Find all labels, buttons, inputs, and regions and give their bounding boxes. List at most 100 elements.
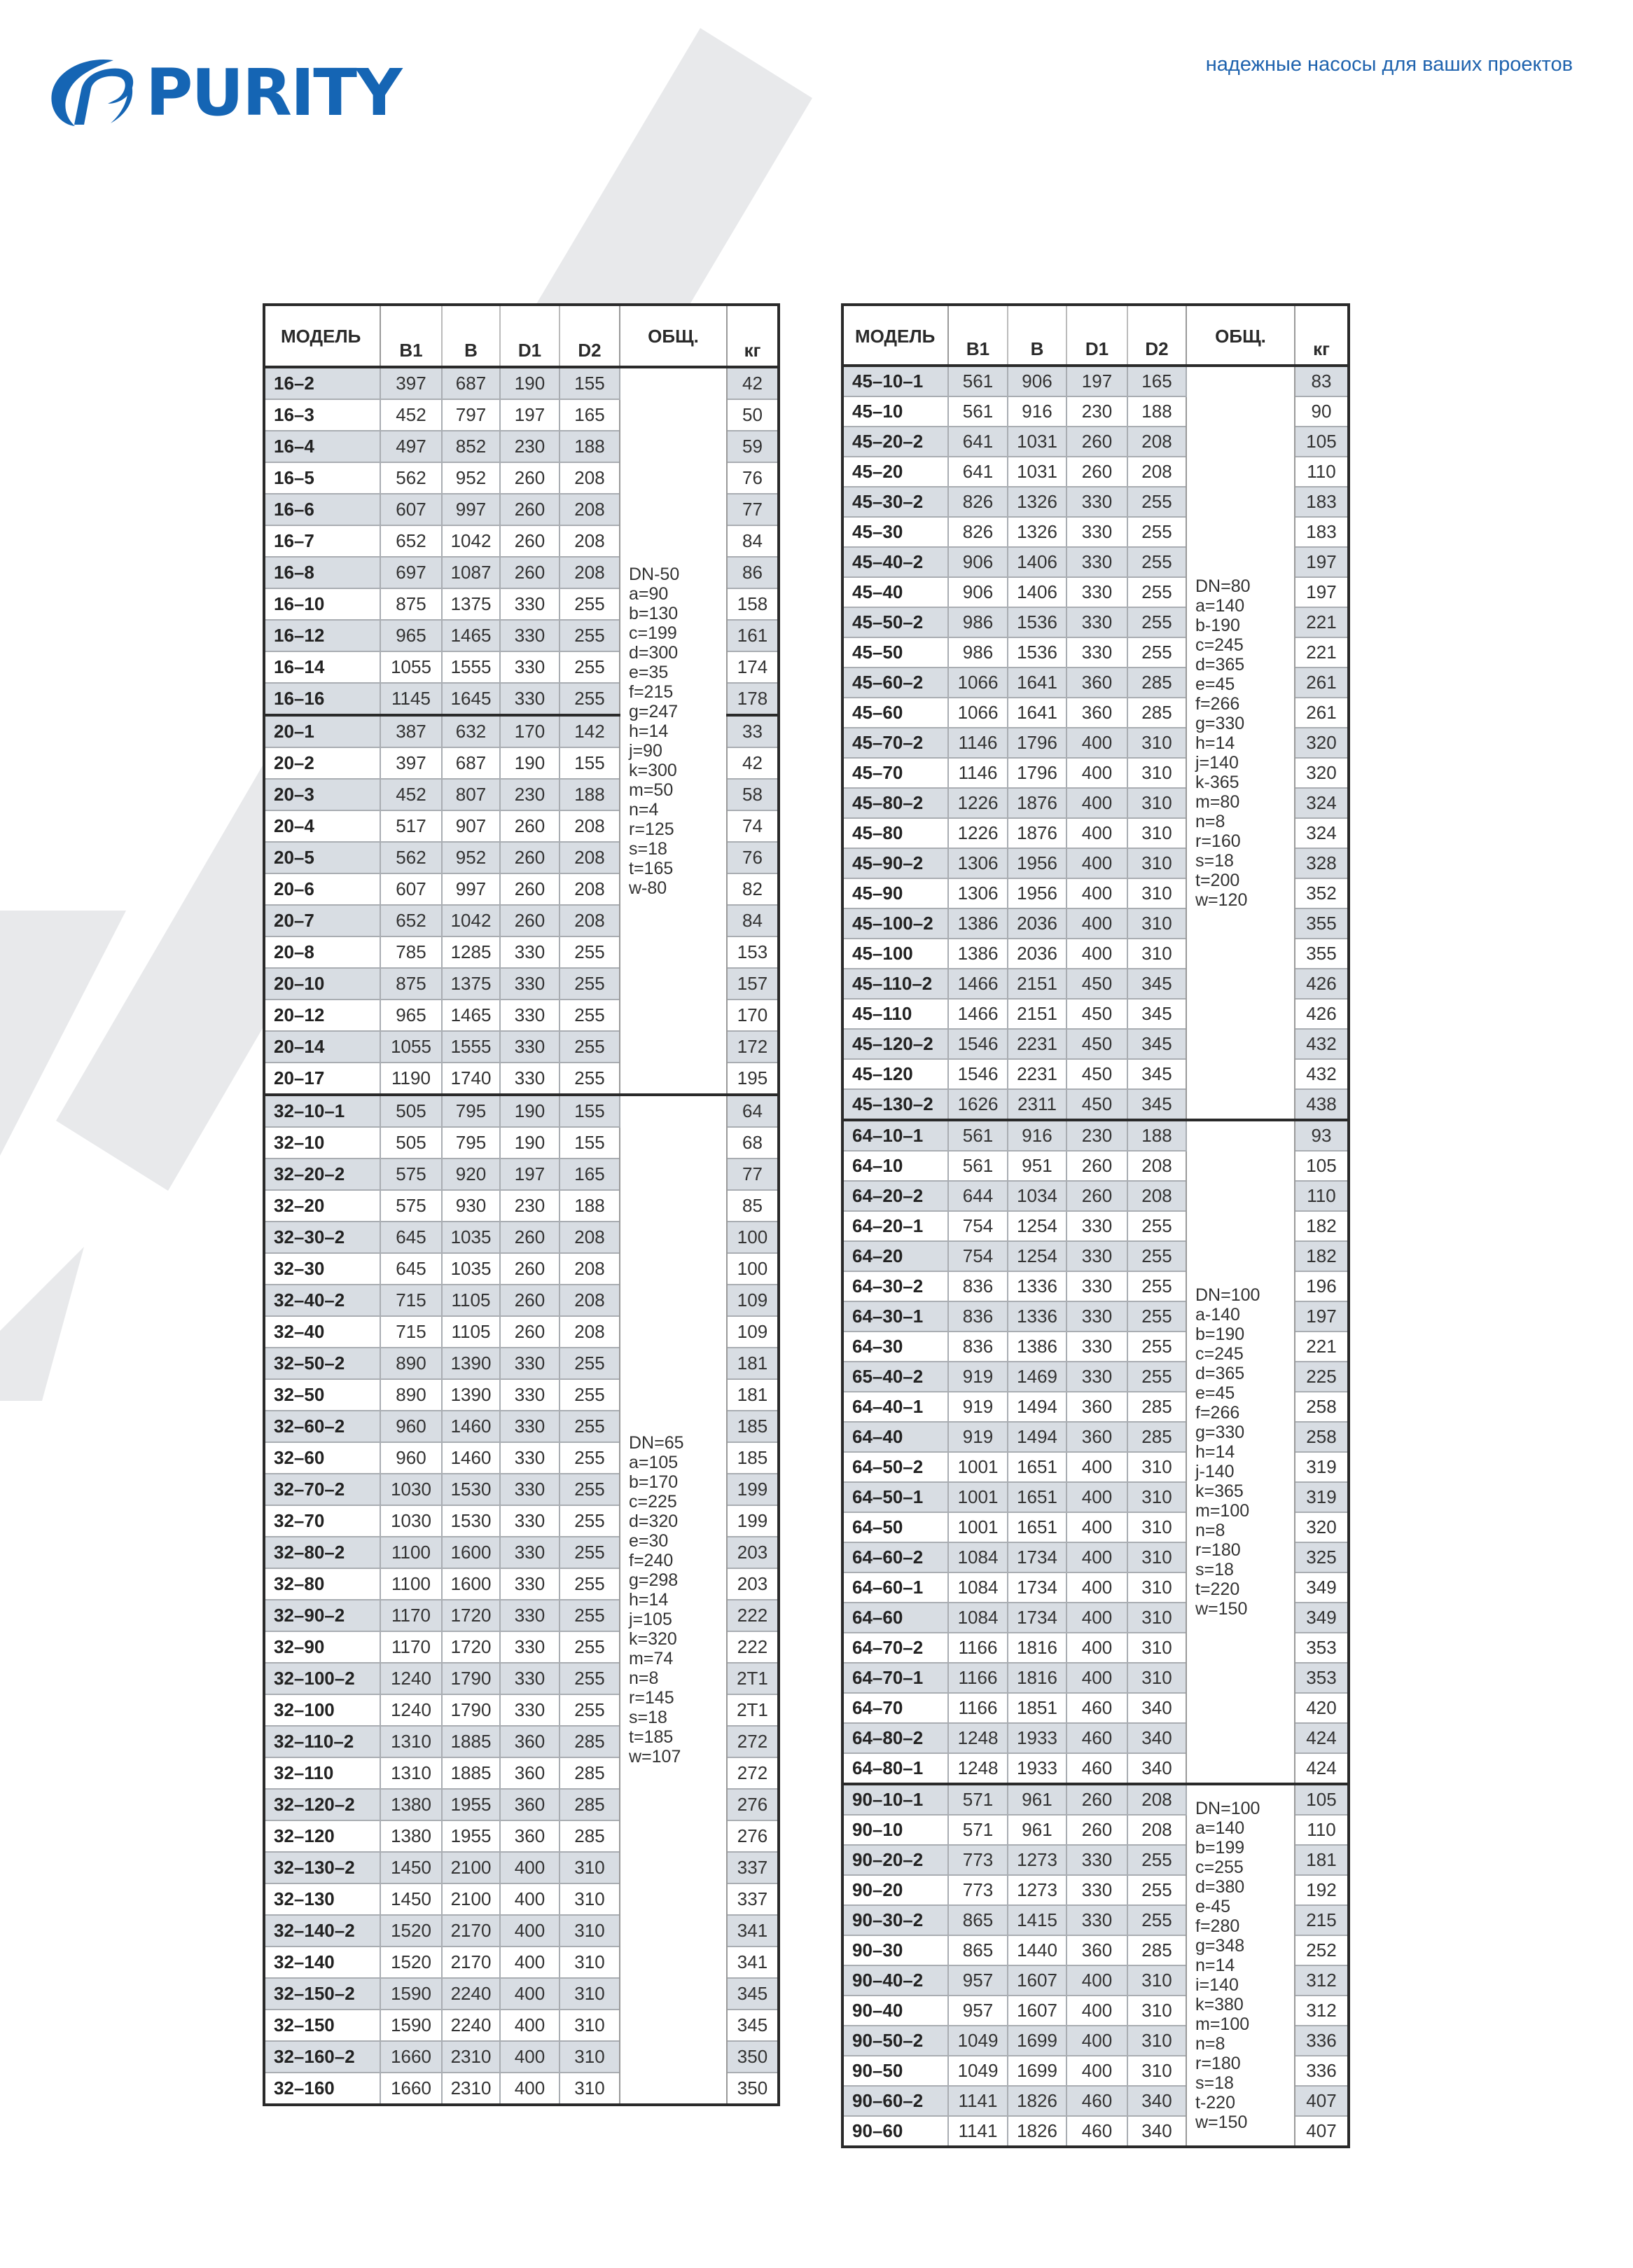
cell-model: 16–6 [263, 493, 381, 526]
cell-model: 45–80–2 [842, 787, 949, 819]
cell-weight: 197 [1294, 1301, 1349, 1332]
cell-b: 1375 [441, 967, 501, 1000]
table-row: 64–30 836 1386 330 255 221 [842, 1331, 1349, 1362]
table-row: 64–50–1 1001 1651 400 310 319 [842, 1481, 1349, 1513]
cell-d2: 340 [1127, 2115, 1187, 2148]
cell-d1: 330 [499, 1347, 560, 1380]
cell-b: 1336 [1007, 1301, 1067, 1332]
cell-d2: 310 [1127, 757, 1187, 789]
cell-b: 1406 [1007, 576, 1067, 608]
cell-model: 32–70–2 [263, 1473, 381, 1506]
spec-line: k-365 [1195, 772, 1239, 792]
table-row: 32–130 1450 2100 400 310 337 [263, 1883, 779, 1916]
cell-model: 45–10–1 [842, 365, 949, 397]
cell-d2: 310 [559, 1883, 620, 1916]
cell-model: 45–90–2 [842, 848, 949, 879]
cell-d2: 155 [559, 366, 620, 400]
spec-line: t=185 [629, 1727, 674, 1747]
cell-b1: 1240 [380, 1694, 443, 1727]
cell-d1: 400 [1066, 787, 1128, 819]
cell-model: 45–50–2 [842, 607, 949, 638]
cell-d2: 208 [1127, 1180, 1187, 1212]
table-row: 45–50–2 986 1536 330 255 221 [842, 607, 1349, 638]
column-header-model: МОДЕЛЬ [264, 305, 380, 368]
cell-b: 1035 [441, 1252, 501, 1285]
cell-d1: 330 [499, 1568, 560, 1600]
cell-d2: 255 [559, 1030, 620, 1063]
cell-model: 20–2 [263, 747, 381, 780]
cell-b1: 561 [947, 1150, 1008, 1182]
spec-line: m=80 [1195, 791, 1240, 812]
spec-line: c=245 [1195, 1344, 1244, 1364]
cell-b: 1826 [1007, 2085, 1067, 2117]
spec-line: c=245 [1195, 635, 1244, 655]
table-row: 32–80 1100 1600 330 255 203 [263, 1568, 779, 1600]
cell-d1: 330 [499, 1410, 560, 1443]
cell-d1: 330 [499, 999, 560, 1032]
table-row: 64–60–1 1084 1734 400 310 349 [842, 1572, 1349, 1603]
table-row: 20–10 875 1375 330 255 157 [263, 967, 779, 1000]
table-row: 16–4 497 852 230 188 59 [263, 430, 779, 463]
cell-model: 32–130 [263, 1883, 381, 1916]
spec-line: h=14 [629, 721, 669, 741]
table-row: 20–14 1055 1555 330 255 172 [263, 1030, 779, 1063]
table-row: 32–120 1380 1955 360 285 276 [263, 1820, 779, 1853]
cell-b: 1699 [1007, 2025, 1067, 2056]
cell-weight: 320 [1294, 757, 1349, 789]
cell-b: 2231 [1007, 1028, 1067, 1060]
cell-b1: 645 [380, 1221, 443, 1254]
cell-d1: 330 [499, 1505, 560, 1537]
table-row: 16–5 562 952 260 208 76 [263, 462, 779, 495]
cell-d2: 188 [559, 1189, 620, 1222]
cell-b1: 1166 [947, 1632, 1008, 1664]
cell-d1: 400 [1066, 1512, 1128, 1543]
cell-d1: 460 [1066, 2085, 1128, 2117]
cell-b: 997 [441, 873, 501, 906]
cell-d1: 260 [499, 904, 560, 937]
cell-d1: 400 [1066, 908, 1128, 939]
cell-weight: 355 [1294, 938, 1349, 969]
cell-model: 32–150–2 [263, 1977, 381, 2010]
cell-b: 1031 [1007, 456, 1067, 488]
cell-d2: 310 [1127, 878, 1187, 909]
table-row: 45–40 906 1406 330 255 197 [842, 576, 1349, 608]
cell-weight: 182 [1294, 1210, 1349, 1242]
cell-weight: 324 [1294, 817, 1349, 849]
cell-b1: 986 [947, 637, 1008, 668]
spec-line: n=8 [1195, 1521, 1225, 1540]
cell-d2: 208 [1127, 1814, 1187, 1846]
spec-line: s=18 [629, 838, 667, 859]
cell-b1: 785 [380, 936, 443, 969]
cell-weight: 319 [1294, 1481, 1349, 1513]
table-row: 90–20 773 1273 330 255 192 [842, 1874, 1349, 1906]
cell-d1: 260 [499, 810, 560, 843]
cell-d2: 340 [1127, 1752, 1187, 1785]
cell-d1: 330 [1066, 516, 1128, 548]
cell-weight: 276 [726, 1820, 779, 1853]
cell-b1: 906 [947, 576, 1008, 608]
cell-b: 1031 [1007, 426, 1067, 457]
cell-model: 64–30–1 [842, 1301, 949, 1332]
cell-model: 20–4 [263, 810, 381, 843]
cell-b: 795 [441, 1126, 501, 1159]
spec-line: g=330 [1195, 713, 1245, 733]
cell-b: 1645 [441, 682, 501, 716]
cell-b: 1336 [1007, 1271, 1067, 1302]
spec-line: e=30 [629, 1531, 669, 1551]
table-row: 90–30 865 1440 360 285 252 [842, 1935, 1349, 1966]
cell-b: 951 [1007, 1150, 1067, 1182]
cell-b1: 1450 [380, 1883, 443, 1916]
cell-model: 64–30 [842, 1331, 949, 1362]
cell-d1: 400 [499, 2040, 560, 2073]
cell-b1: 1190 [380, 1062, 443, 1095]
cell-model: 20–6 [263, 873, 381, 906]
cell-weight: 353 [1294, 1662, 1349, 1694]
cell-weight: 182 [1294, 1240, 1349, 1272]
cell-weight: 197 [1294, 576, 1349, 608]
table-row: 20–17 1190 1740 330 255 195 [263, 1062, 779, 1095]
cell-d2: 255 [559, 1347, 620, 1380]
cell-d2: 255 [559, 1631, 620, 1664]
cell-weight: 84 [726, 904, 779, 937]
cell-weight: 272 [726, 1725, 779, 1758]
table-row: 45–80 1226 1876 400 310 324 [842, 817, 1349, 849]
